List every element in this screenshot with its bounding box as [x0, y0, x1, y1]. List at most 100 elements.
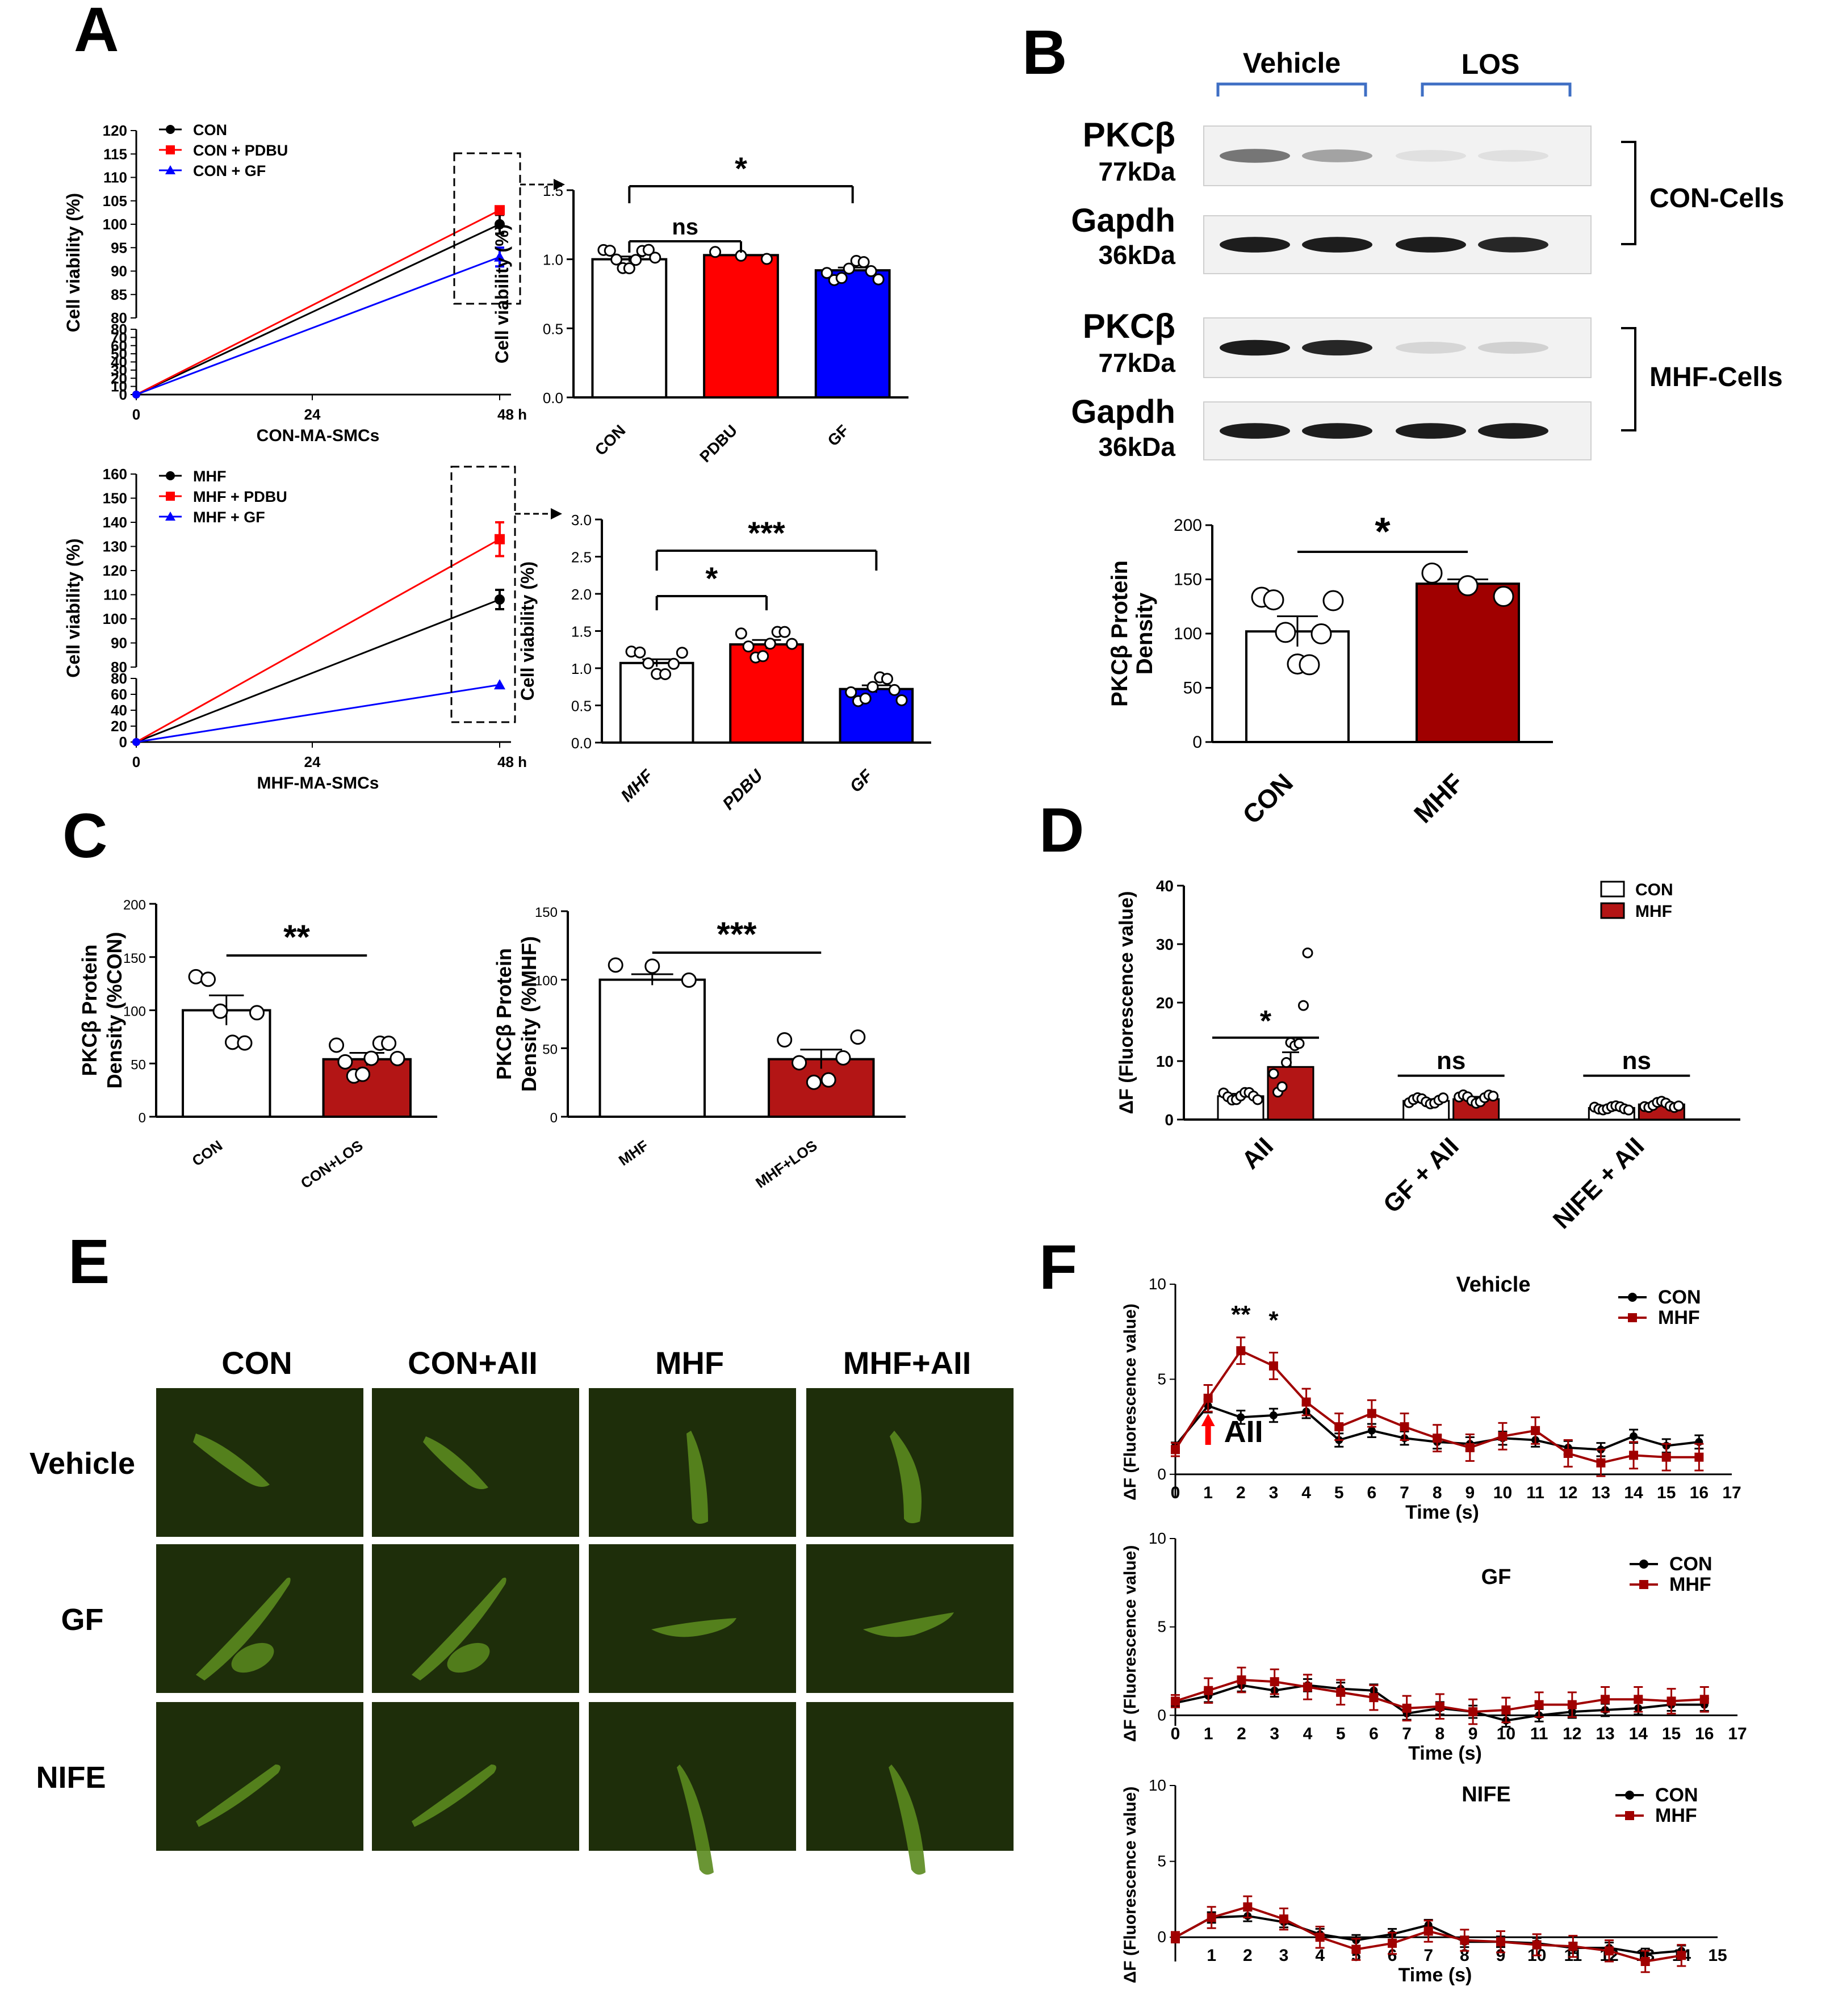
data-point	[1171, 1696, 1180, 1706]
x-axis-label: Time (s)	[1405, 1502, 1479, 1523]
data-point	[1465, 1443, 1475, 1452]
tick-label: 0	[1171, 1483, 1180, 1502]
tick-label: 10	[1493, 1483, 1512, 1502]
category-label: MHF	[617, 766, 657, 806]
tick-label: 11	[1530, 1724, 1548, 1743]
tick-label: 15	[1708, 1946, 1727, 1965]
chart-title: NIFE	[1462, 1783, 1511, 1807]
data-point	[866, 681, 879, 693]
micrograph	[589, 1544, 796, 1693]
data-point	[1496, 1937, 1505, 1947]
data-point	[608, 957, 623, 973]
series-line	[136, 598, 500, 743]
micrograph-bg	[372, 1388, 579, 1537]
cell	[447, 1642, 490, 1673]
image-column-label: MHF+AII	[843, 1345, 972, 1381]
data-point	[859, 692, 872, 705]
data-point	[1629, 1451, 1639, 1460]
tick-label: 30	[111, 362, 127, 379]
data-point	[1568, 1942, 1578, 1951]
chart-title: Vehicle	[1456, 1273, 1531, 1297]
data-point	[659, 668, 672, 680]
data-point	[200, 971, 216, 987]
data-point	[1269, 1411, 1278, 1420]
data-point	[806, 1074, 822, 1090]
tick-label: 20	[111, 718, 127, 735]
data-point	[1388, 1938, 1397, 1948]
tick-label: 4	[1301, 1483, 1311, 1502]
chart-title: GF	[1481, 1565, 1511, 1589]
tick-label: 110	[103, 586, 127, 603]
data-point	[630, 254, 642, 266]
blot-label: Gapdh	[1071, 202, 1175, 239]
tick-label: 120	[103, 122, 127, 139]
data-point	[835, 1050, 851, 1066]
blot-label: Gapdh	[1071, 393, 1175, 430]
cell	[863, 1612, 954, 1637]
data-point	[1468, 1707, 1478, 1717]
tick-label: 100	[103, 610, 127, 627]
tick-label: 0	[550, 1110, 558, 1126]
cell	[196, 1577, 291, 1680]
tick-label: 40	[111, 354, 127, 371]
data-point	[1438, 1092, 1449, 1104]
micrograph	[806, 1702, 1014, 1875]
series-line	[136, 684, 500, 743]
micrograph	[156, 1544, 363, 1693]
data-point	[1488, 1091, 1499, 1102]
band	[1220, 237, 1290, 253]
legend-swatch	[1600, 881, 1625, 898]
bar	[814, 269, 891, 399]
tick-label: 12	[1563, 1724, 1581, 1743]
legend-label: MHF	[193, 468, 226, 485]
data-point	[820, 267, 833, 279]
y-axis-label: ΔF (Fluorescence value)	[1121, 1787, 1140, 1984]
tick-label: 20	[1156, 994, 1174, 1012]
data-point	[642, 657, 655, 669]
cell	[890, 1431, 922, 1524]
data-point	[132, 391, 140, 399]
data-point	[495, 219, 505, 229]
tick-label: 50	[542, 1042, 558, 1057]
data-point	[757, 650, 769, 663]
data-point	[1203, 1393, 1213, 1403]
panel-letter-B: B	[1022, 18, 1067, 87]
bar	[703, 254, 779, 399]
data-point	[1666, 1696, 1676, 1706]
data-point	[760, 253, 773, 265]
tick-label: 130	[103, 538, 127, 555]
legend-marker	[1625, 1811, 1634, 1820]
data-point	[850, 1029, 866, 1045]
bar	[182, 1009, 271, 1118]
data-point	[1281, 1057, 1292, 1068]
data-point	[188, 969, 204, 984]
y-axis-label: ΔF (Fluorescence value)	[1121, 1545, 1140, 1742]
band	[1302, 149, 1372, 162]
legend-label: CON	[1635, 881, 1673, 899]
tick-label: 150	[123, 951, 146, 966]
legend-label: CON	[193, 121, 227, 139]
blot-label: PKCβ	[1083, 307, 1175, 345]
bar	[598, 978, 706, 1118]
data-point	[1501, 1705, 1511, 1715]
band	[1478, 150, 1548, 162]
y-axis-label: Cell viability (%)	[63, 538, 83, 677]
series-line	[136, 223, 500, 396]
cell	[889, 1764, 926, 1875]
data-point	[1322, 590, 1344, 611]
data-point	[1263, 589, 1284, 611]
band	[1302, 237, 1372, 253]
tick-label: 16	[1690, 1483, 1709, 1502]
micrograph	[589, 1702, 796, 1875]
data-point	[1334, 1422, 1344, 1432]
tick-label: 6	[1388, 1946, 1397, 1965]
tick-label: 3	[1270, 1724, 1279, 1743]
bar	[322, 1058, 412, 1118]
legend-swatch	[1600, 902, 1625, 919]
data-point	[1236, 1346, 1246, 1356]
data-point	[1400, 1422, 1409, 1432]
x-axis-label: CON-MA-SMCs	[257, 426, 380, 445]
tick-label: 10	[111, 378, 127, 395]
legend-label: MHF	[1658, 1307, 1700, 1328]
data-point	[1367, 1426, 1376, 1435]
